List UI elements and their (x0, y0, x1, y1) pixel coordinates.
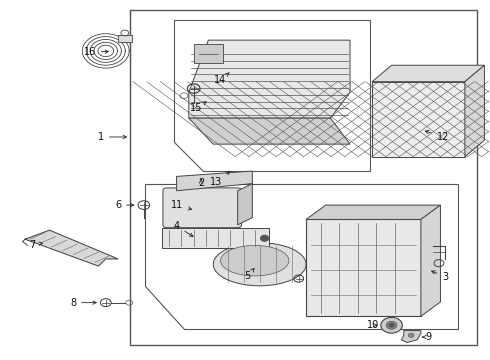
Circle shape (389, 323, 394, 327)
Text: 5: 5 (245, 269, 254, 281)
Polygon shape (306, 205, 441, 220)
Text: 6: 6 (115, 200, 134, 210)
Ellipse shape (213, 243, 306, 286)
Text: 8: 8 (70, 298, 96, 308)
Bar (130, 10, 477, 345)
Polygon shape (372, 65, 485, 82)
Polygon shape (174, 21, 369, 171)
Bar (306, 220, 421, 316)
Bar (372, 82, 465, 157)
Bar (194, 44, 223, 63)
Text: 1: 1 (98, 132, 126, 142)
Text: 12: 12 (425, 130, 449, 142)
Circle shape (261, 235, 269, 241)
Circle shape (381, 318, 402, 333)
Bar (372, 82, 465, 157)
Polygon shape (189, 40, 350, 118)
Circle shape (386, 321, 397, 329)
Polygon shape (238, 184, 252, 225)
Bar (118, 35, 132, 42)
Polygon shape (189, 118, 350, 144)
Text: 2: 2 (198, 177, 204, 188)
Polygon shape (25, 230, 118, 266)
Polygon shape (145, 184, 458, 329)
Polygon shape (176, 171, 252, 191)
Text: 11: 11 (172, 200, 192, 210)
Polygon shape (465, 65, 485, 157)
Text: 3: 3 (432, 271, 448, 282)
FancyBboxPatch shape (163, 188, 242, 228)
Text: 4: 4 (173, 221, 193, 237)
Polygon shape (421, 205, 441, 316)
Text: 10: 10 (368, 320, 380, 330)
Text: 14: 14 (215, 72, 229, 85)
Text: 15: 15 (190, 102, 206, 113)
Circle shape (408, 333, 414, 337)
Ellipse shape (220, 246, 289, 276)
Text: 13: 13 (210, 171, 230, 187)
Polygon shape (401, 330, 421, 342)
Text: 16: 16 (83, 46, 108, 57)
Bar (162, 228, 270, 248)
Text: 7: 7 (29, 239, 43, 249)
Text: 9: 9 (422, 332, 431, 342)
